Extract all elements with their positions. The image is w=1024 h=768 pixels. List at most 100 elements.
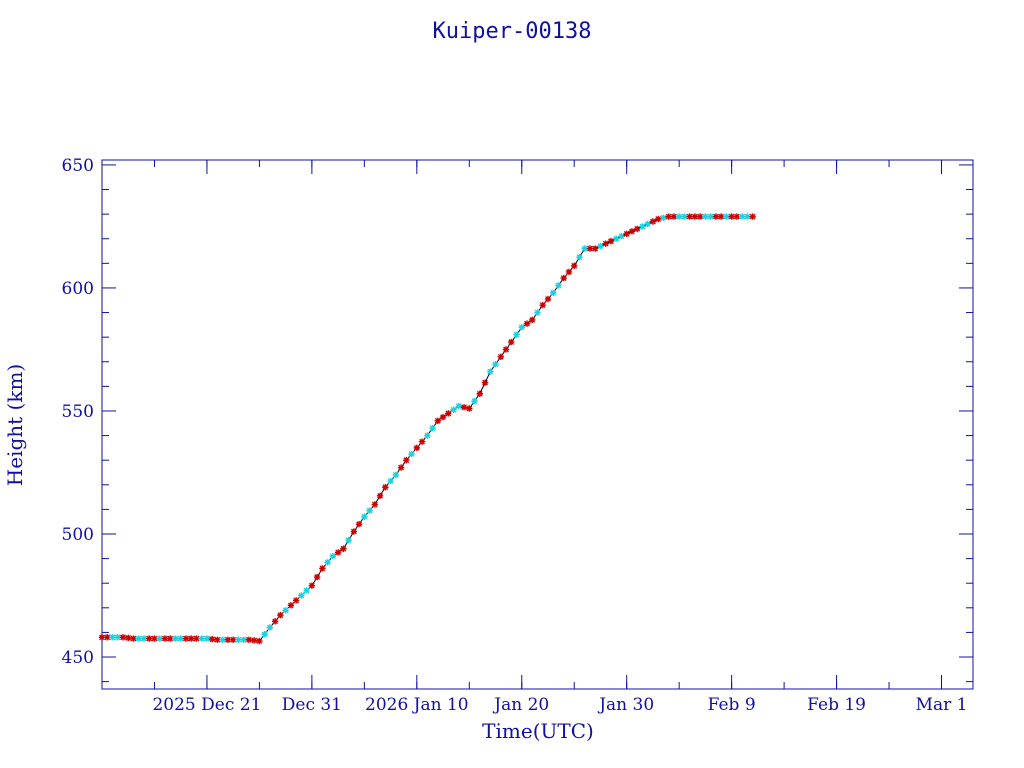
data-point (214, 636, 221, 643)
data-point (717, 213, 725, 220)
data-point (418, 438, 426, 445)
data-point (319, 565, 326, 572)
data-point (187, 635, 195, 642)
data-point (738, 213, 746, 220)
data-point (98, 634, 106, 641)
data-point (586, 245, 594, 252)
data-point (340, 545, 347, 552)
data-point (277, 611, 284, 619)
y-tick-label: 450 (62, 648, 94, 668)
data-point (366, 507, 373, 514)
data-point (592, 245, 599, 252)
data-points (98, 213, 756, 645)
data-point (686, 213, 693, 220)
data-point (492, 361, 499, 368)
data-point (660, 214, 667, 222)
data-point (229, 636, 237, 643)
data-point (565, 268, 573, 276)
data-point (324, 559, 331, 566)
y-tick-labels: 450 500 550 600 650 (62, 156, 94, 668)
data-point (334, 549, 342, 556)
data-point (744, 213, 751, 220)
data-point (397, 464, 405, 471)
data-point (539, 301, 546, 309)
data-point (523, 320, 531, 327)
data-point (702, 213, 709, 220)
x-tick-label: Dec 31 (282, 695, 342, 715)
data-point (560, 274, 567, 282)
x-tick-label: 2025 Dec 21 (152, 695, 261, 715)
data-point (114, 634, 121, 641)
data-point (135, 635, 142, 642)
y-tick-label: 500 (62, 525, 94, 545)
data-point (350, 528, 358, 535)
data-point (172, 635, 179, 642)
data-point (445, 410, 452, 417)
data-point (696, 213, 704, 220)
data-point (408, 450, 415, 458)
data-point (219, 636, 226, 643)
data-point (208, 635, 216, 643)
data-point (649, 218, 657, 225)
data-point (529, 316, 536, 324)
y-axis-label: Height (km) (3, 364, 27, 486)
data-point (670, 213, 678, 220)
data-point (576, 253, 583, 261)
data-point (161, 635, 169, 642)
data-point (623, 230, 630, 238)
data-point (271, 618, 279, 625)
data-point (550, 289, 557, 297)
data-point (439, 413, 447, 421)
data-point (544, 295, 552, 303)
data-point (177, 635, 184, 642)
data-point (261, 631, 268, 638)
y-tick-label: 600 (62, 279, 94, 299)
data-point (518, 324, 525, 331)
x-tick-label: Jan 30 (597, 695, 654, 715)
data-point (109, 634, 116, 641)
data-point (424, 432, 431, 439)
x-tick-label: 2026 Jan 10 (365, 695, 469, 715)
data-point (203, 635, 211, 642)
data-point (471, 397, 478, 405)
data-point (497, 353, 504, 361)
data-point (198, 635, 205, 642)
data-point (329, 552, 337, 560)
data-point (235, 636, 242, 643)
data-point (298, 592, 305, 599)
data-point (371, 501, 379, 508)
axis-ticks (101, 160, 973, 689)
data-point (733, 213, 741, 220)
data-point (571, 262, 578, 269)
x-tick-labels: 2025 Dec 21 Dec 31 2026 Jan 10 Jan 20 Jan 30… (152, 695, 967, 715)
data-point (628, 228, 636, 235)
data-point (476, 390, 483, 397)
data-point (140, 635, 148, 642)
data-point (513, 331, 520, 338)
data-point (182, 635, 190, 642)
data-point (466, 405, 473, 412)
data-point (581, 245, 588, 252)
data-point (613, 235, 620, 242)
data-point (508, 338, 515, 346)
data-point (403, 456, 410, 464)
data-point (303, 587, 310, 594)
data-point (460, 404, 468, 411)
data-point (534, 309, 541, 316)
data-point (675, 213, 683, 220)
data-point (245, 636, 253, 643)
data-point (240, 636, 247, 643)
data-point (749, 213, 756, 220)
data-point (224, 636, 232, 643)
data-point (308, 582, 316, 589)
data-point (119, 634, 127, 641)
data-point (292, 597, 300, 604)
x-tick-label: Mar 1 (916, 695, 968, 715)
data-point (429, 424, 436, 432)
data-point (597, 242, 604, 250)
chart-title: Kuiper-00138 (433, 19, 592, 44)
x-tick-label: Feb 19 (807, 695, 866, 715)
plot-frame (101, 159, 974, 690)
data-point (376, 492, 384, 500)
